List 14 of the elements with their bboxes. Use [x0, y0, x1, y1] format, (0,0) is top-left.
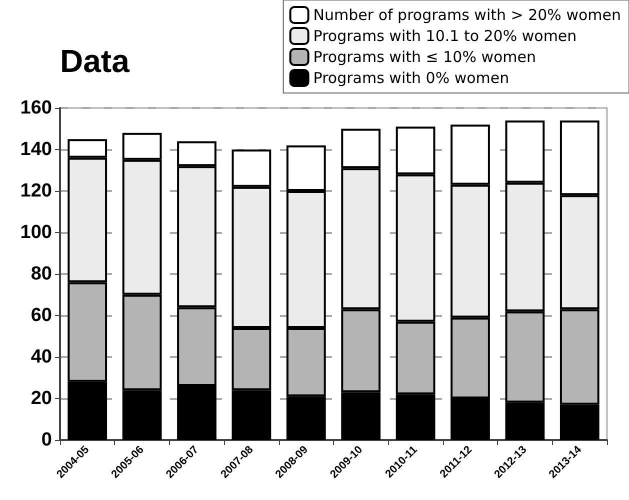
- y-tick-label: 60: [30, 305, 52, 326]
- legend-label: Number of programs with > 20% women: [313, 6, 622, 24]
- legend-label: Programs with 10.1 to 20% women: [313, 27, 577, 45]
- y-tick-label: 0: [41, 430, 52, 450]
- y-tick-label: 20: [30, 388, 52, 409]
- y-tick-label: 140: [20, 139, 52, 160]
- y-tick-label: 120: [20, 180, 52, 202]
- y-tick-label: 40: [30, 346, 52, 368]
- y-tick-label: 160: [20, 98, 52, 118]
- legend-label: Programs with ≤ 10% women: [313, 48, 536, 66]
- legend-label: Programs with 0% women: [313, 69, 510, 87]
- y-tick-label: 80: [30, 264, 52, 284]
- y-tick-label: 100: [20, 222, 52, 243]
- chart-title: Data: [60, 43, 130, 79]
